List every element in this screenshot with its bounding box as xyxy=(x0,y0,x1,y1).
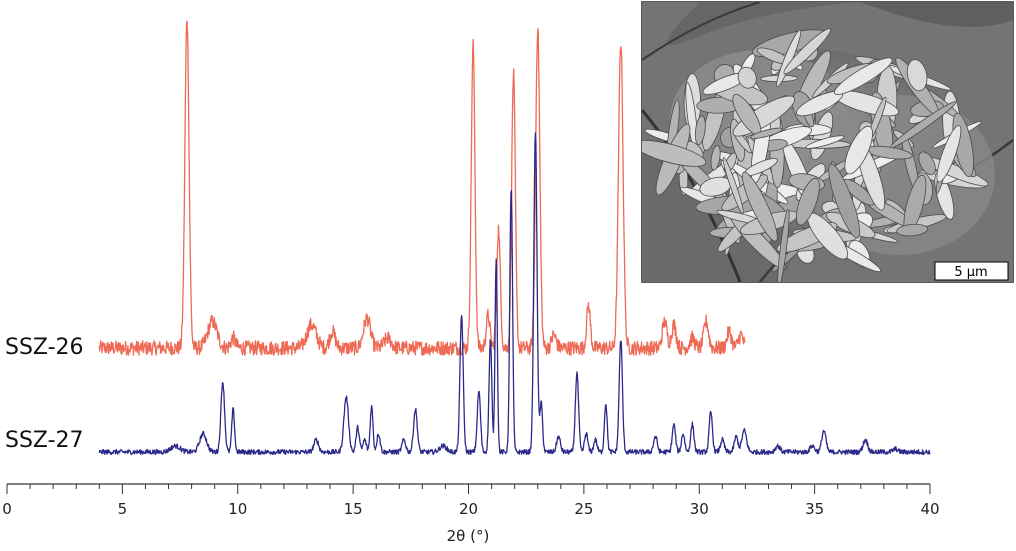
crystal-platelet xyxy=(828,163,861,239)
x-tick-label: 10 xyxy=(228,500,247,518)
x-axis-title: 2θ (°) xyxy=(447,527,490,545)
crystal-platelet xyxy=(737,66,757,89)
x-tick-label: 30 xyxy=(690,500,709,518)
crystal-platelet xyxy=(936,125,962,183)
crystal-platelet xyxy=(741,171,778,242)
crystal-platelet xyxy=(783,28,831,75)
series-line-ssz-26 xyxy=(98,20,746,356)
x-tick-label: 5 xyxy=(118,500,128,518)
series-label-ssz26: SSZ-26 xyxy=(5,335,84,360)
scale-bar-box xyxy=(934,261,1009,281)
x-tick-label: 35 xyxy=(805,500,824,518)
crystal-platelet xyxy=(694,115,706,146)
crystal-platelet xyxy=(642,140,707,167)
series-label-ssz27: SSZ-27 xyxy=(5,428,84,453)
crystal-platelet xyxy=(833,57,893,95)
x-tick-label: 20 xyxy=(459,500,478,518)
crystal-platelet xyxy=(722,157,744,215)
crystal-platelet xyxy=(805,135,845,149)
x-axis-ticks: 0 5 10 15 20 25 30 35 40 xyxy=(2,484,940,518)
crystal-platelet xyxy=(795,177,820,226)
sem-inset: 5 μm xyxy=(641,1,1014,283)
crystal-platelet xyxy=(906,59,928,92)
crystal-platelet xyxy=(777,208,790,282)
crystal-platelet xyxy=(890,101,957,149)
scale-bar-label: 5 μm xyxy=(954,265,987,280)
series-line-ssz-27 xyxy=(98,132,931,456)
crystal-platelet xyxy=(710,145,721,171)
x-tick-label: 0 xyxy=(2,500,12,518)
crystal-platelet xyxy=(844,125,873,175)
series-layer xyxy=(98,20,931,456)
x-tick-label: 40 xyxy=(920,500,939,518)
crystal-platelet xyxy=(750,127,783,139)
sem-image xyxy=(642,2,1013,282)
x-tick-label: 25 xyxy=(574,500,593,518)
crystal-platelet xyxy=(896,223,928,237)
crystal-platelet xyxy=(918,151,936,176)
x-tick-label: 15 xyxy=(344,500,363,518)
